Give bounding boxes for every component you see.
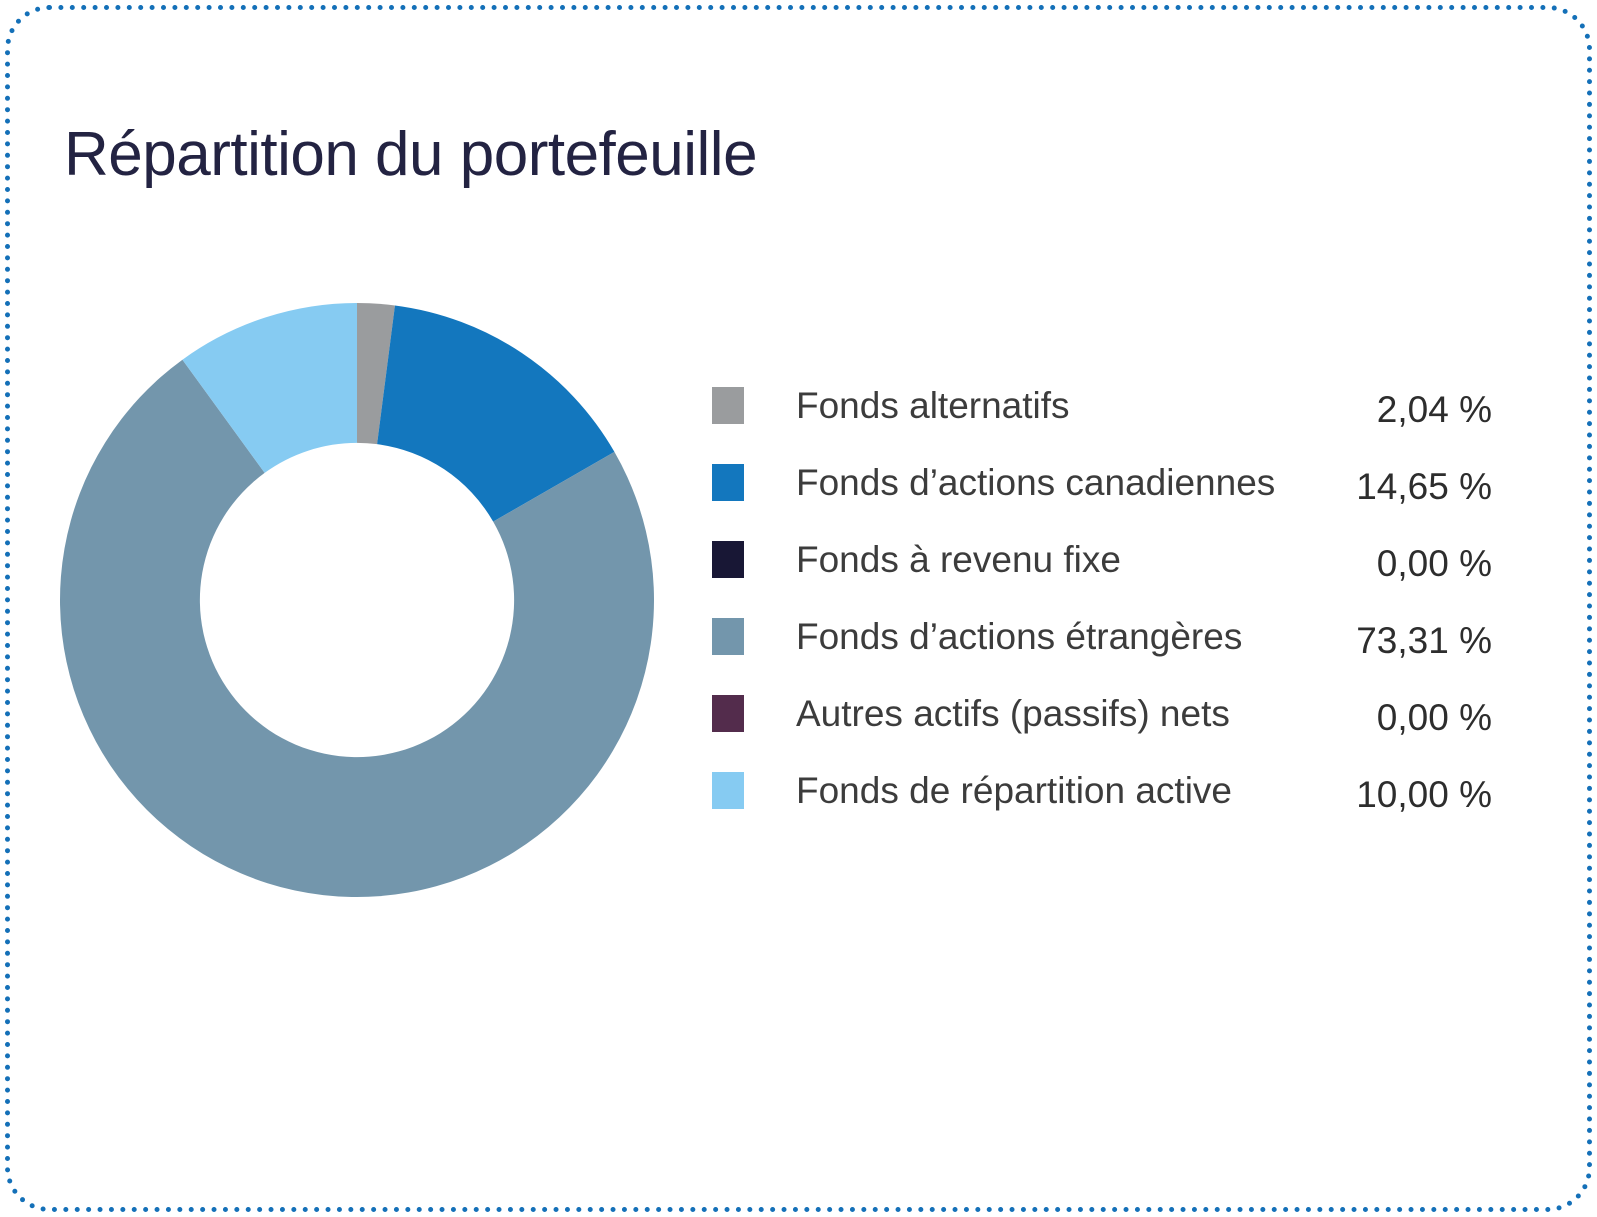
legend-item: Autres actifs (passifs) nets 0,00 % — [712, 692, 1492, 738]
legend-label: Fonds de répartition active — [796, 769, 1233, 811]
legend-swatch-icon — [712, 541, 744, 578]
legend-value: 2,04 % — [1376, 388, 1492, 430]
legend-item: Fonds de répartition active 10,00 % — [712, 769, 1492, 815]
legend-value: 0,00 % — [1376, 542, 1492, 584]
legend-item: Fonds d’actions étrangères 73,31 % — [712, 615, 1492, 661]
legend-label: Fonds alternatifs — [796, 384, 1070, 426]
chart-title: Répartition du portefeuille — [64, 120, 758, 189]
legend-item: Fonds alternatifs 2,04 % — [712, 384, 1492, 430]
legend-swatch-icon — [712, 695, 744, 732]
legend-value: 10,00 % — [1356, 773, 1492, 815]
legend-swatch-icon — [712, 772, 744, 809]
legend-item: Fonds à revenu fixe 0,00 % — [712, 538, 1492, 584]
legend-label: Autres actifs (passifs) nets — [796, 692, 1230, 734]
legend-value: 14,65 % — [1356, 465, 1492, 507]
legend-value: 0,00 % — [1376, 696, 1492, 738]
legend-label: Fonds d’actions étrangères — [796, 615, 1243, 657]
legend-label: Fonds à revenu fixe — [796, 538, 1121, 580]
donut-chart — [60, 303, 654, 897]
legend-label: Fonds d’actions canadiennes — [796, 461, 1276, 503]
legend: Fonds alternatifs 2,04 % Fonds d’actions… — [712, 384, 1492, 846]
donut-slice — [357, 303, 395, 445]
legend-swatch-icon — [712, 387, 744, 424]
donut-slice — [60, 359, 654, 897]
donut-slice — [182, 303, 357, 473]
legend-swatch-icon — [712, 618, 744, 655]
donut-slice — [377, 305, 615, 522]
legend-value: 73,31 % — [1356, 619, 1492, 661]
legend-item: Fonds d’actions canadiennes 14,65 % — [712, 461, 1492, 507]
legend-swatch-icon — [712, 464, 744, 501]
